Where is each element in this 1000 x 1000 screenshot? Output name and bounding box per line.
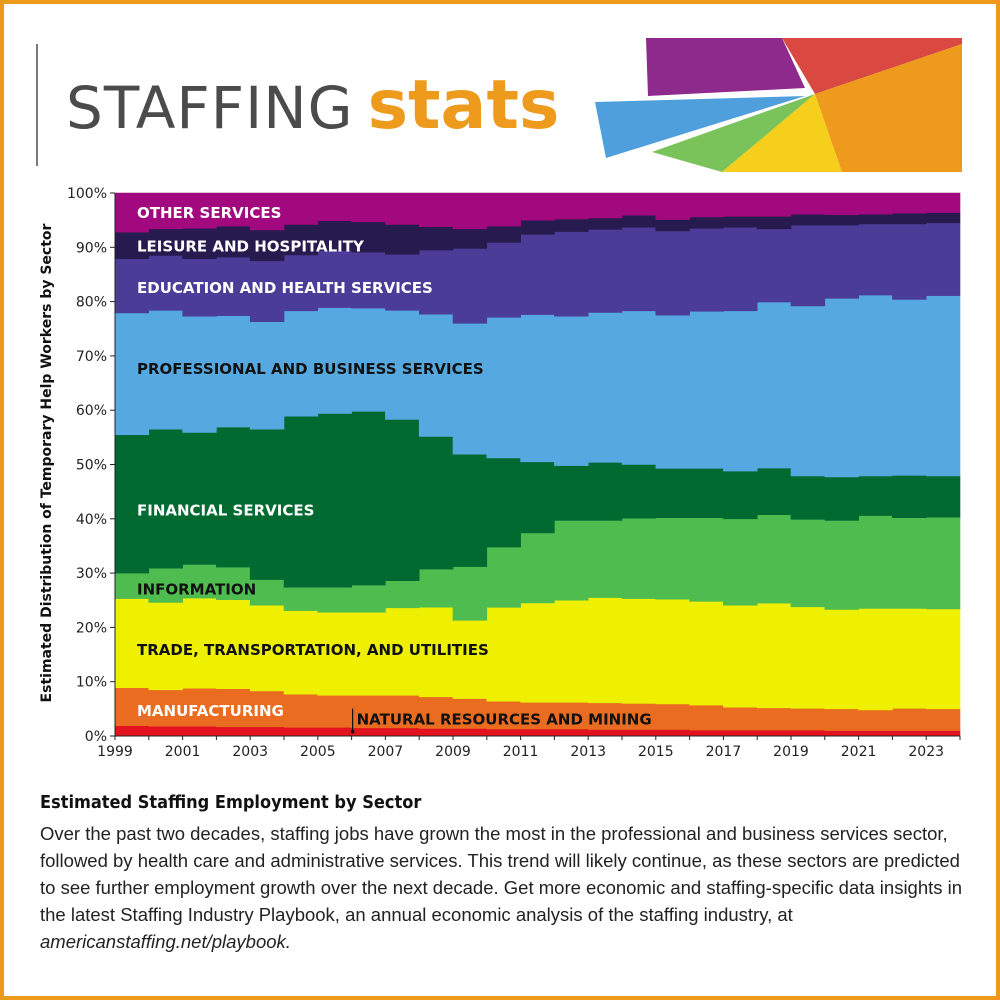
deco-wedge-red: [782, 38, 962, 94]
deco-wedge-green: [652, 94, 815, 172]
y-tick-label: 40%: [76, 512, 107, 528]
x-tick-label: 2017: [706, 744, 742, 760]
caption-text: Over the past two decades, staffing jobs…: [40, 823, 963, 925]
x-tick-label: 2009: [435, 744, 471, 760]
y-tick-label: 0%: [85, 729, 107, 745]
series-label-leisure-and-hospitality: LEISURE AND HOSPITALITY: [137, 238, 365, 256]
y-tick-label: 90%: [76, 240, 107, 256]
title-word-staffing: STAFFING: [66, 74, 354, 142]
deco-wedge-orange: [815, 44, 962, 172]
y-tick-label: 80%: [76, 295, 107, 311]
series-label-trade-transportation-and-utilities: TRADE, TRANSPORTATION, AND UTILITIES: [137, 641, 489, 659]
deco-wedge-yellow: [722, 94, 842, 172]
playbook-link[interactable]: americanstaffing.net/playbook.: [40, 931, 291, 952]
caption-title: Estimated Staffing Employment by Sector: [40, 792, 422, 813]
title-word-stats: stats: [367, 66, 560, 145]
series-label-education-and-health-services: EDUCATION AND HEALTH SERVICES: [137, 279, 433, 297]
x-tick-label: 2001: [165, 744, 201, 760]
deco-wedge-blue: [595, 96, 805, 158]
y-tick-label: 10%: [76, 675, 107, 691]
x-tick-label: 2003: [232, 744, 268, 760]
x-tick-label: 2011: [503, 744, 539, 760]
x-tick-label: 2023: [908, 744, 944, 760]
x-tick-label: 2015: [638, 744, 674, 760]
x-tick-label: 2013: [570, 744, 606, 760]
x-tick-label: 2021: [841, 744, 877, 760]
deco-wedge-purple: [646, 38, 805, 96]
y-tick-label: 70%: [76, 349, 107, 365]
page-title: STAFFING stats: [66, 66, 559, 146]
y-tick-label: 20%: [76, 620, 107, 636]
series-label-natural-resources-and-mining: NATURAL RESOURCES AND MINING: [357, 711, 652, 729]
y-tick-label: 60%: [76, 403, 107, 419]
pie-burst-decoration: [595, 38, 962, 172]
x-tick-label: 2019: [773, 744, 809, 760]
series-label-information: INFORMATION: [137, 580, 256, 598]
x-tick-label: 1999: [97, 744, 133, 760]
title-rule: [36, 44, 38, 166]
series-label-professional-and-business-services: PROFESSIONAL AND BUSINESS SERVICES: [137, 360, 484, 378]
y-tick-label: 100%: [67, 186, 107, 202]
series-label-financial-services: FINANCIAL SERVICES: [137, 502, 314, 520]
caption-body: Over the past two decades, staffing jobs…: [40, 820, 970, 955]
y-tick-label: 30%: [76, 566, 107, 582]
y-tick-label: 50%: [76, 458, 107, 474]
natural-resources-pointer-dot: [350, 729, 355, 734]
area-other-services: [114, 192, 961, 233]
series-label-manufacturing: MANUFACTURING: [137, 702, 284, 720]
x-tick-label: 2005: [300, 744, 336, 760]
x-tick-label: 2007: [368, 744, 404, 760]
series-label-other-services: OTHER SERVICES: [137, 204, 281, 222]
